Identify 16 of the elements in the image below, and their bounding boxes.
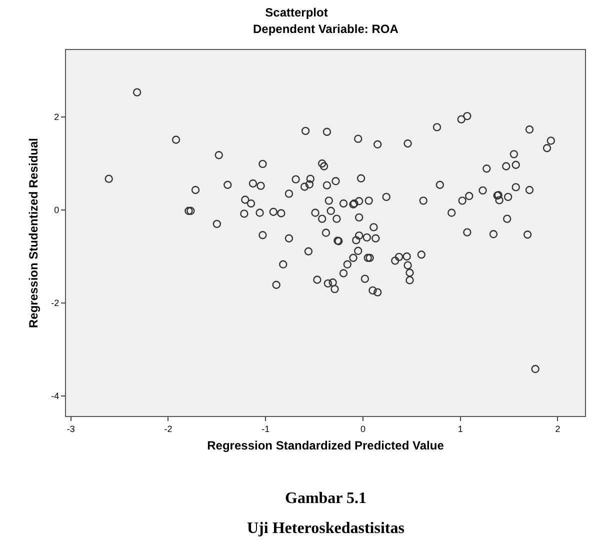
y-axis-title: Regression Studentized Residual	[26, 138, 40, 328]
y-tick-label: -2	[51, 298, 60, 308]
y-tick-label: -4	[51, 391, 60, 402]
chart-subtitle: Dependent Variable: ROA	[253, 22, 399, 36]
text: Gambar 5.1	[285, 490, 366, 507]
chart-title: Scatterplot	[265, 6, 328, 20]
y-tick-label: 0	[54, 205, 60, 216]
x-tick-label: -2	[164, 424, 172, 434]
text: Uji Heteroskedastisitas	[247, 520, 404, 537]
y-tick-label: 2	[54, 112, 60, 122]
x-tick-label: -3	[66, 424, 75, 434]
x-tick-label: -1	[262, 424, 270, 434]
x-tick-label: 0	[360, 424, 366, 434]
x-tick-label: 2	[555, 424, 560, 434]
x-axis-title: Regression Standardized Predicted Value	[207, 438, 444, 453]
x-tick-label: 1	[458, 424, 463, 434]
